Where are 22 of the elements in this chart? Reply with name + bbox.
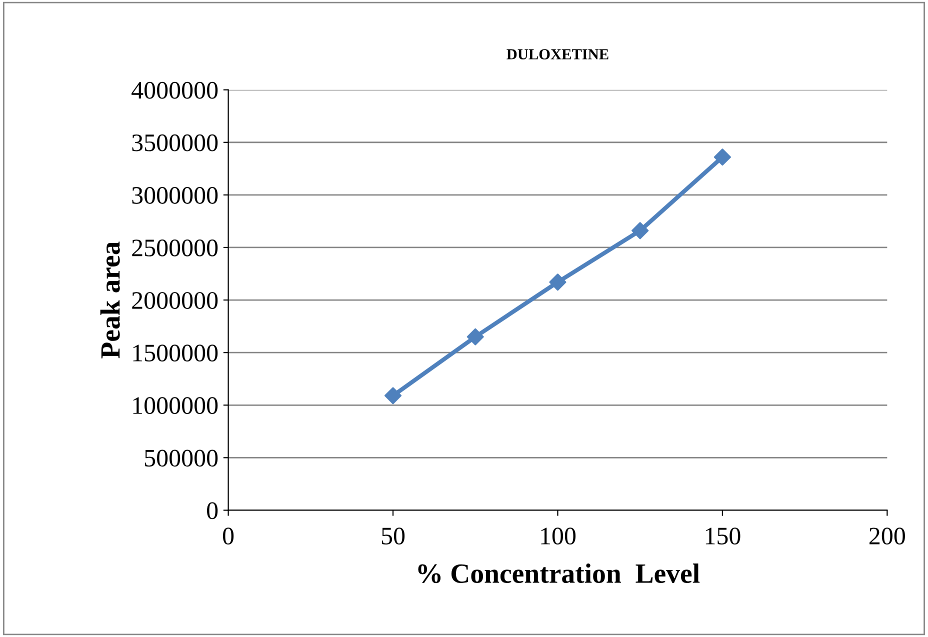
- x-tick-label: 200: [870, 528, 905, 544]
- x-tick-label: 50: [382, 528, 405, 544]
- y-axis-title: Peak area: [100, 242, 120, 358]
- y-tick-label: 3000000: [132, 186, 218, 204]
- y-tick-label: 2500000: [132, 240, 218, 256]
- point: [714, 148, 731, 166]
- point: [632, 222, 649, 240]
- y-tick-label: 500000: [145, 450, 218, 467]
- y-tick-label: 0: [207, 502, 218, 520]
- y-tick-label: 3500000: [132, 134, 218, 152]
- y-tick-label: 1000000: [133, 397, 218, 414]
- x-tick-label: 100: [541, 528, 576, 544]
- chart-title: DULOXETINE: [506, 49, 608, 60]
- x-tick-label: 150: [706, 528, 740, 544]
- point: [466, 328, 484, 346]
- y-tick-label: 1500000: [133, 344, 218, 362]
- x-tick-label: 0: [222, 528, 234, 544]
- x-axis-title: % Concentration Level: [418, 563, 700, 584]
- point: [384, 387, 402, 404]
- y-tick-label: 4000000: [132, 82, 218, 99]
- point: [549, 274, 566, 291]
- y-tick-label: 2000000: [132, 292, 218, 309]
